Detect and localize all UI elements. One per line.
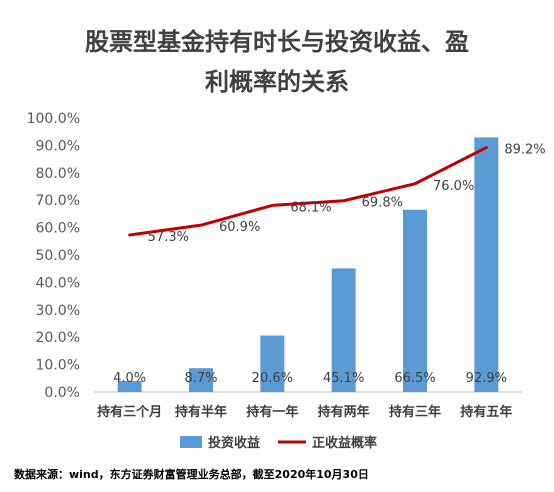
- chart-title-line-2: 利概率的关系: [205, 68, 349, 96]
- bar-data-label: 66.5%: [394, 371, 435, 386]
- line-series-positive-probability: [128, 146, 488, 237]
- y-tick-label: 10.0%: [36, 358, 80, 374]
- y-tick-label: 0.0%: [44, 385, 80, 401]
- y-tick-label: 30.0%: [36, 303, 80, 319]
- bar-6: [474, 137, 499, 392]
- line-data-label: 68.1%: [290, 200, 331, 215]
- bar-data-label: 8.7%: [184, 371, 217, 386]
- y-tick-label: 20.0%: [36, 330, 80, 346]
- legend-label-line: 正收益概率: [312, 435, 377, 451]
- bar-5: [403, 209, 427, 392]
- line-data-label: 57.3%: [148, 230, 189, 245]
- x-category-label: 持有三年: [389, 404, 441, 420]
- chart-title-line-1: 股票型基金持有时长与投资收益、盈: [85, 28, 469, 56]
- x-category-label: 持有五年: [460, 404, 512, 420]
- line-data-label: 76.0%: [433, 179, 474, 194]
- bar-1: [117, 381, 142, 392]
- y-tick-label: 100.0%: [27, 111, 80, 127]
- line-data-label: 69.8%: [362, 196, 403, 211]
- bar-2: [189, 368, 213, 392]
- y-tick-label: 50.0%: [36, 248, 80, 264]
- bar-3: [260, 335, 285, 392]
- bar-data-label: 45.1%: [323, 371, 364, 386]
- y-tick-label: 70.0%: [36, 193, 80, 209]
- bar-4: [331, 268, 356, 392]
- bar-data-label: 92.9%: [466, 371, 507, 386]
- y-tick-label: 40.0%: [36, 275, 80, 291]
- line-data-label: 89.2%: [504, 143, 545, 158]
- bar-data-label: 20.6%: [252, 371, 293, 386]
- x-category-label: 持有两年: [318, 404, 370, 420]
- bar-data-label: 4.0%: [113, 371, 146, 386]
- legend-label-bar: 投资收益: [208, 435, 260, 451]
- y-tick-label: 80.0%: [36, 166, 80, 182]
- y-tick-label: 90.0%: [36, 138, 80, 154]
- x-category-label: 持有三个月: [97, 404, 162, 420]
- data-source-note: 数据来源：wind，东方证券财富管理业务总部，截至2020年10月30日: [14, 468, 369, 481]
- x-category-label: 持有一年: [246, 404, 298, 420]
- y-tick-label: 60.0%: [36, 221, 80, 237]
- line-data-label: 60.9%: [219, 220, 260, 235]
- legend-swatch-bar: [180, 436, 202, 448]
- x-category-label: 持有半年: [175, 404, 227, 420]
